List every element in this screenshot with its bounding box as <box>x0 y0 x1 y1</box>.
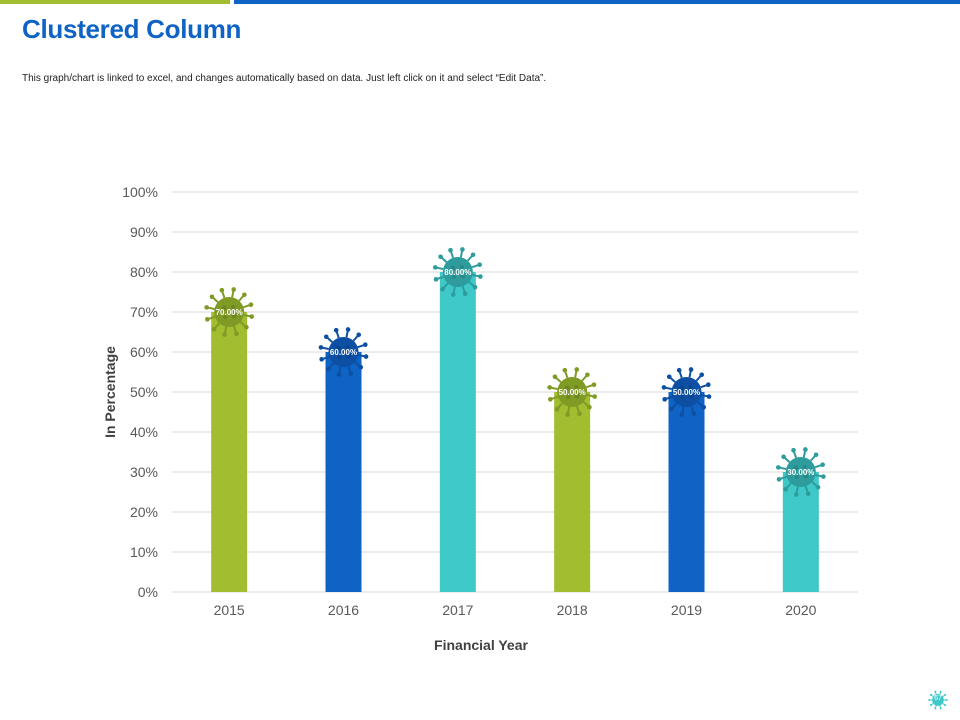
y-tick-label: 10% <box>130 544 158 560</box>
y-tick-label: 80% <box>130 264 158 280</box>
virus-marker-icon <box>661 367 712 417</box>
page-subtitle: This graph/chart is linked to excel, and… <box>22 73 547 84</box>
page-title: Clustered Column <box>22 14 242 44</box>
y-tick-label: 90% <box>130 224 158 240</box>
x-tick-label: 2019 <box>671 602 702 618</box>
y-tick-label: 60% <box>130 344 158 360</box>
y-tick-label: 50% <box>130 384 158 400</box>
x-axis-title: Financial Year <box>434 637 528 653</box>
data-label: 50.00% <box>673 388 700 397</box>
y-tick-label: 20% <box>130 504 158 520</box>
bar-2016[interactable] <box>325 352 362 592</box>
y-tick-label: 70% <box>130 304 158 320</box>
chart-y-tick-labels: 0% 10% 20% 30% 40% 50% 60% 70% 80% 90% 100% <box>122 184 158 600</box>
data-label: 60.00% <box>330 348 357 357</box>
bar-2015[interactable] <box>211 312 248 592</box>
y-tick-label: 30% <box>130 464 158 480</box>
x-tick-label: 2016 <box>328 602 359 618</box>
data-label: 80.00% <box>444 268 471 277</box>
virus-marker-icon <box>318 327 369 377</box>
virus-marker-icon <box>432 247 483 297</box>
bar-2020[interactable] <box>782 472 819 592</box>
data-label: 50.00% <box>559 388 586 397</box>
bar-2019[interactable] <box>668 392 705 592</box>
virus-marker-icon <box>204 287 255 337</box>
y-tick-label: 0% <box>138 584 158 600</box>
top-accent-bar-green <box>0 0 230 4</box>
page-number: 67 <box>934 695 942 702</box>
data-label: 70.00% <box>216 308 243 317</box>
y-tick-label: 40% <box>130 424 158 440</box>
bar-2017[interactable] <box>439 272 476 592</box>
y-axis-title: In Percentage <box>102 346 118 438</box>
x-tick-label: 2017 <box>442 602 473 618</box>
bar-2018[interactable] <box>554 392 591 592</box>
virus-marker-icon <box>775 447 826 497</box>
page-number-virus-icon <box>928 690 948 710</box>
chart-x-tick-labels: 2015 2016 2017 2018 2019 2020 <box>214 602 817 618</box>
data-label: 30.00% <box>787 468 814 477</box>
y-tick-label: 100% <box>122 184 158 200</box>
x-tick-label: 2015 <box>214 602 245 618</box>
top-accent-bar-blue <box>234 0 960 4</box>
x-tick-label: 2018 <box>557 602 588 618</box>
x-tick-label: 2020 <box>785 602 816 618</box>
chart-gridlines <box>172 191 858 593</box>
chart-bars: 70.00% 60.00% 80.00% 50.00% 50.00% 30.00% <box>204 247 826 592</box>
virus-marker-icon <box>547 367 598 417</box>
